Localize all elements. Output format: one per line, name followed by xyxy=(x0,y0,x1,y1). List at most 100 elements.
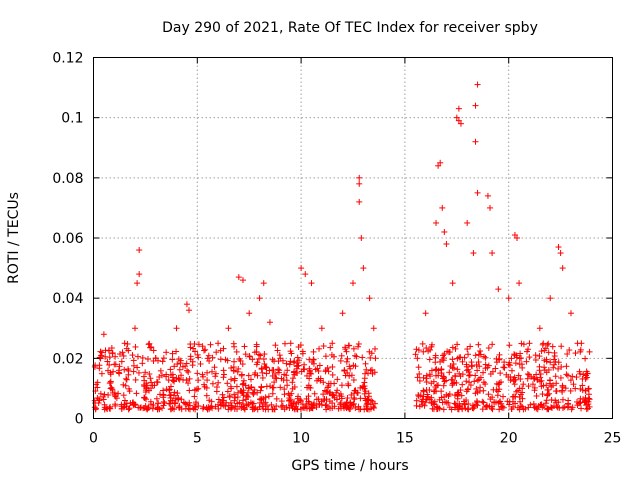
data-point xyxy=(507,373,514,380)
data-point xyxy=(472,138,479,145)
data-point xyxy=(543,397,550,404)
data-point xyxy=(477,351,484,358)
data-point xyxy=(124,340,131,347)
data-point xyxy=(341,367,348,374)
data-point xyxy=(449,356,456,363)
data-point xyxy=(356,180,363,187)
data-point xyxy=(207,341,214,348)
data-point xyxy=(413,397,420,404)
data-point xyxy=(577,346,584,353)
data-point xyxy=(118,405,125,412)
data-point xyxy=(242,351,249,358)
data-point xyxy=(557,374,564,381)
data-point xyxy=(259,369,266,376)
data-point xyxy=(120,392,127,399)
data-point xyxy=(112,401,119,408)
data-point xyxy=(283,377,290,384)
data-point xyxy=(191,340,198,347)
data-point xyxy=(500,364,507,371)
data-point xyxy=(543,356,550,363)
data-point xyxy=(94,379,101,386)
data-point xyxy=(251,371,258,378)
data-point xyxy=(544,392,551,399)
data-point xyxy=(547,359,554,366)
data-point xyxy=(322,368,329,375)
data-point xyxy=(226,392,233,399)
data-point xyxy=(516,280,523,287)
data-point xyxy=(246,353,253,360)
data-point xyxy=(201,347,208,354)
data-point xyxy=(169,350,176,357)
data-point xyxy=(423,379,430,386)
data-point xyxy=(234,368,241,375)
data-point xyxy=(365,370,372,377)
data-point xyxy=(107,369,114,376)
data-point xyxy=(536,325,543,332)
data-point xyxy=(145,341,152,348)
data-point xyxy=(217,356,224,363)
data-point xyxy=(498,403,505,410)
data-point xyxy=(213,388,220,395)
data-point xyxy=(271,406,278,413)
data-point xyxy=(202,346,209,353)
data-point xyxy=(512,360,519,367)
data-point xyxy=(360,265,367,272)
data-point xyxy=(347,365,354,372)
data-point xyxy=(463,378,470,385)
data-point xyxy=(322,353,329,360)
data-point xyxy=(132,376,139,383)
data-point xyxy=(204,377,211,384)
data-point xyxy=(205,352,212,359)
data-point xyxy=(352,352,359,359)
data-point xyxy=(456,403,463,410)
data-point xyxy=(538,377,545,384)
data-point xyxy=(570,381,577,388)
data-point xyxy=(275,369,282,376)
data-point xyxy=(136,271,143,278)
data-point xyxy=(295,362,302,369)
data-point xyxy=(219,391,226,398)
data-point xyxy=(139,354,146,361)
data-point xyxy=(585,395,592,402)
data-point xyxy=(496,351,503,358)
data-point xyxy=(517,398,524,405)
data-point xyxy=(423,372,430,379)
data-point xyxy=(343,348,350,355)
data-point xyxy=(535,402,542,409)
data-point xyxy=(536,353,543,360)
data-point xyxy=(540,340,547,347)
data-point xyxy=(185,368,192,375)
data-point xyxy=(316,345,323,352)
data-point xyxy=(518,340,525,347)
data-point xyxy=(294,395,301,402)
data-point xyxy=(337,399,344,406)
data-point xyxy=(489,250,496,257)
data-point xyxy=(106,380,113,387)
grid-lines xyxy=(93,57,613,419)
data-point xyxy=(465,351,472,358)
data-point xyxy=(582,387,589,394)
data-point xyxy=(288,390,295,397)
data-point xyxy=(369,370,376,377)
data-point xyxy=(421,402,428,409)
data-point xyxy=(572,385,579,392)
data-point xyxy=(267,383,274,390)
data-point xyxy=(459,381,466,388)
data-point xyxy=(559,396,566,403)
data-point xyxy=(258,395,265,402)
data-point xyxy=(471,378,478,385)
data-point xyxy=(328,351,335,358)
data-point xyxy=(510,378,517,385)
data-point xyxy=(578,340,585,347)
data-point xyxy=(497,370,504,377)
data-point xyxy=(432,384,439,391)
data-point xyxy=(217,399,224,406)
y-tick-label: 0.08 xyxy=(52,171,83,187)
data-point xyxy=(513,388,520,395)
data-point xyxy=(173,325,180,332)
data-point xyxy=(482,354,489,361)
data-point xyxy=(465,406,472,413)
data-point xyxy=(413,346,420,353)
data-point xyxy=(422,310,429,317)
data-point xyxy=(449,344,456,351)
